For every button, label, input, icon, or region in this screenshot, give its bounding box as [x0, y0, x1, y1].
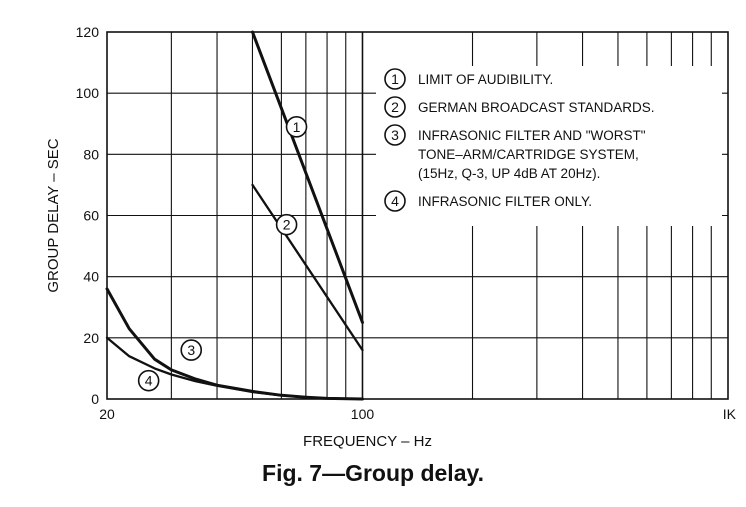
series-marker-3: 3	[187, 342, 195, 358]
legend-marker-1: 1	[391, 71, 399, 87]
axes	[106, 31, 729, 400]
series-line-4	[105, 336, 364, 401]
legend-entry-text: GERMAN BROADCAST STANDARDS.	[418, 100, 655, 115]
series-marker-circle-1	[285, 116, 308, 138]
series-line-1	[251, 30, 364, 324]
series-marker-circle-3	[180, 339, 203, 361]
figure-caption: Fig. 7—Group delay.	[262, 460, 484, 486]
legend-marker-circle-4	[384, 190, 406, 212]
y-tick-label: 0	[91, 391, 99, 407]
series	[105, 30, 364, 401]
legend-background	[376, 66, 722, 226]
y-tick-label: 120	[76, 24, 100, 40]
legend-marker-3: 3	[391, 127, 399, 143]
series-marker-2: 2	[283, 217, 291, 233]
legend: 1 LIMIT OF AUDIBILITY. 2 GERMAN BROADCAST S…	[376, 66, 722, 226]
x-tick-label: IK	[723, 406, 737, 422]
y-tick-label: 100	[76, 85, 100, 101]
legend-entry-text: INFRASONIC FILTER ONLY.	[418, 194, 592, 209]
legend-entry-text: TONE–ARM/CARTRIDGE SYSTEM,	[418, 147, 639, 162]
y-tick-label: 60	[83, 208, 99, 224]
y-axis-label: GROUP DELAY – SEC	[45, 138, 62, 292]
legend-entry-text: LIMIT OF AUDIBILITY.	[418, 72, 553, 87]
series-marker-1: 1	[293, 119, 301, 135]
x-axis-label: FREQUENCY – Hz	[303, 433, 432, 450]
series-marker-circle-4	[137, 369, 160, 392]
y-tick-label: 40	[83, 269, 99, 285]
legend-entry-text: (15Hz, Q-3, UP 4dB AT 20Hz).	[418, 166, 600, 181]
legend-marker-circle-2	[384, 96, 406, 118]
legend-marker-4: 4	[391, 193, 399, 209]
x-tick-label: 100	[351, 406, 375, 422]
y-tick-label: 80	[83, 146, 99, 162]
plot-frame	[106, 31, 729, 400]
legend-entry-text: INFRASONIC FILTER AND "WORST"	[418, 128, 646, 143]
series-marker-circle-2	[275, 213, 298, 236]
y-tick-label: 20	[83, 330, 99, 346]
legend-marker-circle-1	[384, 68, 406, 90]
series-line-2	[251, 183, 364, 352]
series-labels: 1 2 3 4	[137, 116, 308, 392]
x-tick-label: 20	[99, 406, 115, 422]
legend-marker-2: 2	[391, 99, 399, 115]
legend-marker-circle-3	[384, 124, 406, 146]
series-marker-4: 4	[145, 373, 153, 389]
